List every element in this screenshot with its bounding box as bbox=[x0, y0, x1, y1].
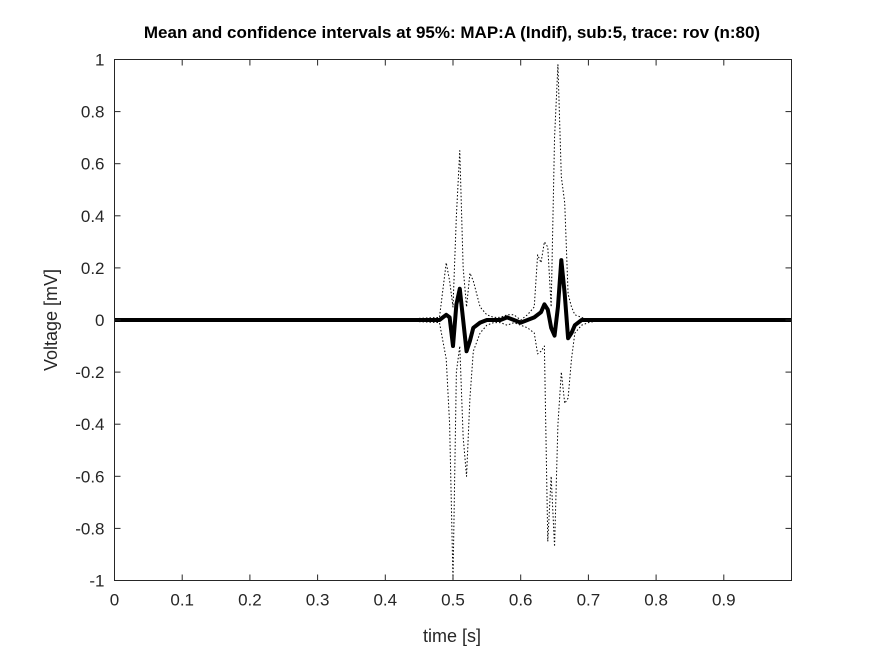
lower-ci-series-line bbox=[114, 319, 792, 581]
y-tick-label: 0.4 bbox=[81, 207, 105, 226]
chart-title: Mean and confidence intervals at 95%: MA… bbox=[144, 23, 760, 42]
y-tick-label: 0.2 bbox=[81, 259, 105, 278]
x-tick-label: 0.9 bbox=[712, 591, 736, 610]
x-tick-label: 0 bbox=[110, 591, 119, 610]
x-tick-label: 0.8 bbox=[644, 591, 668, 610]
y-axis-label: Voltage [mV] bbox=[41, 269, 61, 371]
y-tick-label: 0 bbox=[95, 311, 104, 330]
y-tick-label: -0.8 bbox=[75, 519, 104, 538]
x-axis-label: time [s] bbox=[423, 626, 481, 646]
x-tick-label: 0.1 bbox=[170, 591, 194, 610]
y-tick-label: -0.2 bbox=[75, 363, 104, 382]
series-layer bbox=[114, 64, 792, 581]
y-tick-label: -1 bbox=[89, 572, 104, 591]
y-tick-label: 0.6 bbox=[81, 155, 105, 174]
mean-series-line bbox=[114, 258, 792, 354]
x-tick-label: 0.5 bbox=[441, 591, 465, 610]
y-tick-label: -0.4 bbox=[75, 415, 104, 434]
x-tick-label: 0.2 bbox=[238, 591, 262, 610]
y-tick-label: 0.8 bbox=[81, 103, 105, 122]
x-tick-label: 0.4 bbox=[373, 591, 397, 610]
y-tick-label: -0.6 bbox=[75, 467, 104, 486]
y-tick-label: 1 bbox=[95, 51, 104, 70]
x-tick-label: 0.7 bbox=[577, 591, 601, 610]
x-tick-label: 0.6 bbox=[509, 591, 533, 610]
tick-layer: 0 0.1 0.2 0.3 0.4 0.5 0.6 0.7 0.8 0.9 -1 -0.8 -0.6 -0… bbox=[75, 51, 792, 610]
upper-ci-series-line bbox=[114, 64, 792, 321]
x-tick-label: 0.3 bbox=[306, 591, 330, 610]
